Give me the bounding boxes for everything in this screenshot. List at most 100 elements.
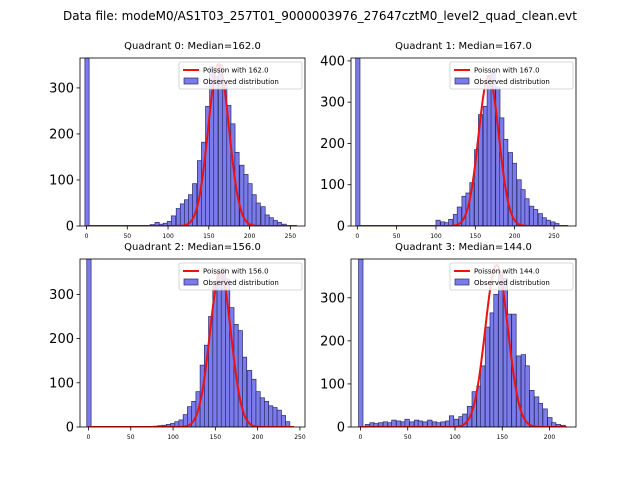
legend-fit-label: Poisson with 167.0 [474, 67, 540, 75]
histogram-bar [242, 356, 248, 427]
subplot-title: Quadrant 3: Median=144.0 [395, 242, 532, 253]
y-tick-label: 300 [320, 291, 345, 306]
y-tick-label: 100 [49, 173, 74, 188]
y-tick-label: 300 [320, 96, 345, 111]
y-tick-label: 300 [49, 81, 74, 96]
histogram-bar [358, 259, 364, 427]
y-tick-label: 100 [320, 377, 345, 392]
x-tick-label: 100 [167, 434, 179, 441]
histogram-bar [237, 330, 243, 427]
histogram-bar [183, 199, 189, 226]
histogram-bar [170, 215, 176, 226]
histogram-bar [280, 415, 286, 427]
x-tick-label: 100 [449, 434, 461, 441]
histogram-bar [498, 271, 504, 427]
histogram-bar [260, 206, 266, 226]
histogram-bar [247, 370, 253, 427]
plot-area [84, 58, 297, 226]
x-tick-label: 200 [252, 434, 264, 441]
x-tick-label: 50 [123, 233, 131, 240]
histogram-bar [448, 219, 454, 226]
legend-fit-label: Poisson with 144.0 [474, 268, 540, 276]
y-tick-label: 300 [49, 288, 74, 303]
subplot-title: Quadrant 0: Median=162.0 [124, 41, 261, 52]
legend-hist-label: Observed distribution [203, 78, 279, 86]
histogram-bar [264, 401, 270, 427]
y-tick-label: 400 [320, 54, 345, 69]
x-tick-label: 150 [470, 233, 482, 240]
axes-frame [350, 258, 577, 428]
legend-fit-label: Poisson with 162.0 [203, 67, 269, 75]
histogram-bar [545, 219, 551, 226]
legend-hist-swatch [454, 278, 470, 286]
legend-box [178, 61, 303, 90]
histogram-bar [86, 259, 92, 427]
histogram-bar [268, 217, 274, 226]
y-tick-label: 200 [49, 127, 74, 142]
x-tick-label: 250 [294, 434, 306, 441]
legend: Poisson with 144.0 Observed distribution [449, 262, 574, 291]
x-tick-label: 250 [548, 233, 560, 240]
histogram-bar [524, 198, 530, 226]
x-tick-label: 0 [355, 233, 359, 240]
axes-frame [79, 258, 306, 428]
y-tick-label: 0 [337, 220, 345, 235]
histogram-bar [251, 194, 257, 226]
y-tick-label: 100 [320, 178, 345, 193]
x-tick-label: 0 [87, 434, 91, 441]
subplot-title: Quadrant 1: Median=167.0 [395, 41, 532, 52]
legend-box [449, 262, 574, 291]
legend-hist-swatch [183, 77, 199, 85]
histogram-bar [272, 407, 278, 427]
legend: Poisson with 162.0 Observed distribution [178, 61, 303, 90]
y-tick-label: 0 [337, 421, 345, 436]
x-tick-label: 150 [210, 434, 222, 441]
y-tick-label: 0 [66, 220, 74, 235]
histogram-bar [493, 293, 499, 427]
histogram-bar [542, 408, 548, 427]
histogram-bar [84, 58, 90, 226]
histogram-bar [179, 203, 185, 226]
histogram-bar [264, 214, 270, 226]
x-tick-label: 0 [85, 233, 89, 240]
x-tick-label: 200 [544, 434, 556, 441]
y-tick-label: 200 [320, 137, 345, 152]
histogram-bar [391, 419, 397, 427]
legend-box [178, 262, 303, 291]
histogram-bar [255, 202, 261, 226]
subplot-title: Quadrant 2: Median=156.0 [124, 242, 261, 253]
legend-box [449, 61, 574, 90]
histogram-bar [529, 390, 535, 427]
histogram-bar [537, 402, 543, 427]
histogram-bar [247, 183, 253, 226]
histogram-bar [251, 378, 257, 427]
histogram-bar [216, 271, 222, 427]
histogram-bar [276, 221, 282, 226]
legend-hist-label: Observed distribution [203, 279, 279, 287]
x-tick-label: 50 [127, 434, 135, 441]
legend: Poisson with 167.0 Observed distribution [449, 61, 574, 90]
y-tick-label: 100 [49, 376, 74, 391]
y-tick-label: 0 [66, 421, 74, 436]
legend-hist-swatch [454, 77, 470, 85]
y-tick-label: 200 [320, 334, 345, 349]
quadrant-2-axes: Quadrant 2: Median=156.0 0 50 100 150 200 250 0… [49, 242, 306, 441]
x-tick-label: 100 [430, 233, 442, 240]
legend-hist-label: Observed distribution [474, 279, 550, 287]
histogram-bar [175, 208, 181, 226]
figure-suptitle: Data file: modeM0/AS1T03_257T01_90000039… [63, 9, 577, 23]
plot-area [358, 259, 567, 427]
x-tick-label: 100 [162, 233, 174, 240]
x-tick-label: 150 [203, 233, 215, 240]
y-tick-label: 200 [49, 332, 74, 347]
plot-area [355, 58, 569, 226]
histogram-bar [255, 391, 261, 427]
histogram-bar [427, 419, 433, 427]
histogram-bar [554, 223, 560, 226]
x-tick-label: 50 [404, 434, 412, 441]
x-tick-label: 0 [359, 434, 363, 441]
histogram-bar [484, 326, 491, 427]
poisson-fit-line [360, 263, 567, 427]
histogram-bar [448, 415, 455, 427]
histogram-bar [268, 405, 274, 427]
